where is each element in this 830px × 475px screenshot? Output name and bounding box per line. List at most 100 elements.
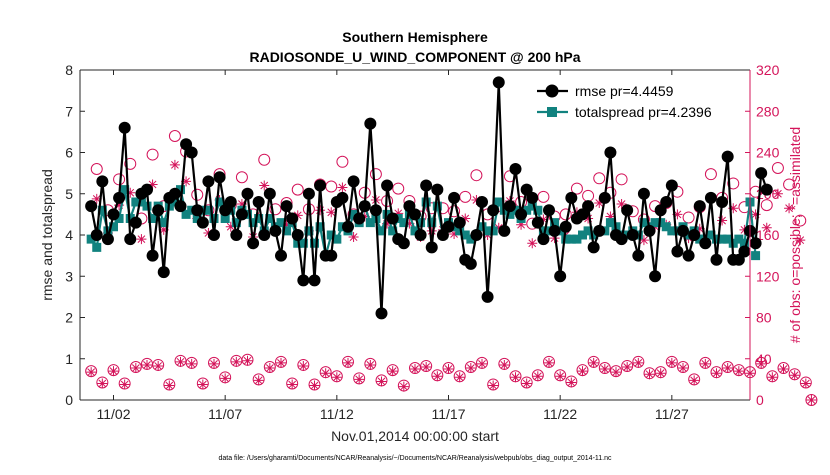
totalspread-point: [717, 234, 727, 244]
obs-possible-point: [392, 182, 405, 195]
obs-assimilated-point: [800, 378, 811, 389]
rmse-point: [185, 146, 198, 159]
rmse-point: [124, 233, 137, 246]
totalspread-point: [332, 234, 342, 244]
obs-assimilated-point: [292, 210, 303, 221]
rmse-point: [448, 191, 461, 204]
obs-assimilated-point: [253, 375, 264, 386]
obs-assimilated-point: [728, 203, 739, 214]
obs-assimilated-point: [633, 357, 644, 368]
obs-assimilated-point: [655, 368, 666, 379]
obs-possible-point: [805, 394, 818, 406]
obs-possible-point: [704, 168, 717, 181]
totalspread-point: [377, 226, 386, 236]
obs-assimilated-point: [477, 358, 487, 369]
obs-assimilated-point: [733, 366, 744, 377]
obs-assimilated-point: [164, 380, 175, 391]
totalspread-point: [310, 238, 319, 248]
obs-assimilated-point: [583, 213, 594, 224]
obs-assimilated-point: [142, 359, 152, 370]
rmse-point: [543, 204, 555, 217]
totalspread-point: [695, 234, 705, 244]
rmse-point: [397, 237, 410, 250]
obs-assimilated-point: [722, 363, 733, 374]
y-left-tick-label: 7: [65, 103, 73, 119]
rmse-point: [598, 191, 611, 204]
obs-assimilated-point: [186, 358, 197, 369]
obs-possible-point: [235, 171, 248, 184]
rmse-point: [537, 233, 550, 246]
rmse-point: [235, 208, 248, 221]
obs-assimilated-point: [795, 235, 806, 246]
rmse-point: [280, 200, 293, 213]
totalspread-point: [120, 185, 130, 195]
rmse-point: [381, 179, 394, 192]
obs-possible-point: [258, 153, 271, 166]
obs-assimilated-point: [421, 362, 432, 372]
obs-assimilated-point: [365, 359, 376, 370]
obs-assimilated-point: [91, 193, 102, 204]
rmse-point: [90, 229, 103, 241]
obs-assimilated-point: [197, 379, 208, 390]
rmse-point: [699, 237, 712, 250]
obs-assimilated-point: [231, 356, 242, 367]
obs-possible-point: [291, 183, 304, 196]
obs-assimilated-point: [460, 213, 471, 224]
totalspread-point: [215, 197, 225, 207]
y-right-tick-label: 160: [756, 227, 780, 243]
totalspread-point: [460, 230, 470, 240]
obs-assimilated-point: [136, 234, 147, 245]
obs-assimilated-point: [348, 232, 359, 243]
totalspread-point: [723, 234, 733, 244]
rmse-point: [498, 224, 511, 237]
y-left-tick-label: 0: [65, 392, 73, 408]
obs-possible-point: [90, 163, 103, 175]
rmse-series: [85, 76, 773, 320]
rmse-point: [531, 216, 544, 229]
totalspread-point: [298, 238, 308, 248]
totalspread-point: [427, 218, 437, 228]
obs-assimilated-point: [789, 370, 800, 381]
rmse-point: [291, 229, 304, 241]
obs-assimilated-point: [432, 371, 443, 382]
obs-assimilated-point: [577, 366, 588, 377]
obs-possible-point: [570, 182, 583, 195]
rmse-point: [174, 200, 187, 213]
rmse-point: [559, 220, 572, 233]
y-right-tick-label: 240: [756, 145, 780, 161]
obs-assimilated-point: [772, 188, 783, 199]
obs-possible-point: [168, 130, 181, 142]
totalspread-point: [416, 218, 426, 228]
rmse-point: [286, 212, 299, 225]
rmse-point: [157, 266, 170, 279]
rmse-point: [96, 175, 109, 188]
totalspread-point: [661, 222, 671, 232]
y-left-tick-label: 2: [65, 310, 73, 326]
rmse-point: [308, 274, 321, 287]
obs-assimilated-point: [354, 374, 365, 385]
obs-assimilated-point: [287, 379, 298, 390]
rmse-point: [168, 187, 181, 200]
obs-assimilated-point: [398, 381, 409, 392]
totalspread-point: [605, 218, 615, 228]
totalspread-point: [142, 201, 152, 211]
totalspread-point: [388, 226, 398, 236]
totalspread-point: [159, 218, 169, 228]
totalspread-point: [511, 205, 520, 215]
totalspread-point: [477, 222, 487, 232]
rmse-point: [487, 204, 500, 217]
obs-assimilated-point: [343, 357, 353, 368]
rmse-point: [314, 179, 327, 192]
totalspread-point: [572, 234, 582, 244]
obs-assimilated-point: [538, 214, 549, 225]
obs-possible-point: [771, 161, 784, 174]
obs-assimilated-point: [521, 378, 532, 389]
totalspread-point: [86, 234, 96, 244]
obs-assimilated-point: [426, 225, 437, 236]
obs-assimilated-point: [555, 371, 566, 382]
rmse-point: [721, 150, 734, 163]
totalspread-point: [527, 201, 537, 211]
obs-assimilated-point: [114, 200, 125, 211]
obs-assimilated-point: [700, 358, 711, 369]
obs-assimilated-point: [119, 379, 130, 390]
